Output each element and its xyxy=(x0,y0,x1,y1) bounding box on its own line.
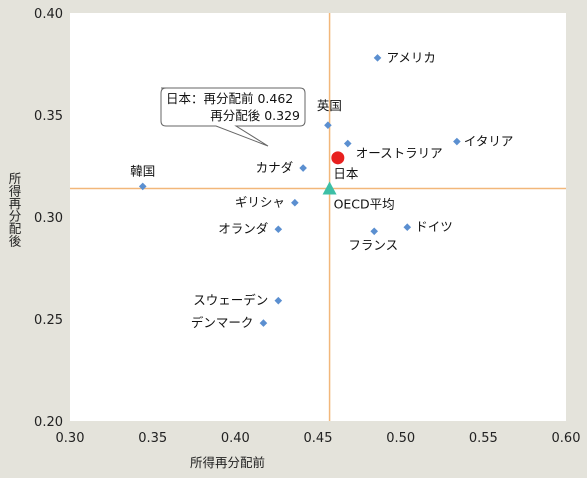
plot-area xyxy=(70,13,566,421)
oecd-average-label: OECD平均 xyxy=(334,196,395,211)
point-label: オーストラリア xyxy=(356,146,443,161)
x-tick-label: 0.30 xyxy=(56,431,85,446)
x-tick-label: 0.35 xyxy=(138,431,167,446)
data-point xyxy=(138,182,147,191)
point-label: ドイツ xyxy=(415,219,453,234)
data-point xyxy=(453,137,461,146)
y-tick-label: 0.25 xyxy=(34,313,63,328)
data-point xyxy=(274,225,283,234)
x-tick-label: 0.45 xyxy=(304,431,333,446)
x-tick-label: 0.50 xyxy=(386,431,415,446)
data-point xyxy=(343,139,352,148)
x-tick-label: 0.40 xyxy=(221,431,250,446)
callout-line-1: 日本：再分配前 0.462 xyxy=(166,91,293,106)
y-tick-label: 0.20 xyxy=(34,415,63,430)
point-label: フランス xyxy=(348,237,398,252)
x-tick-label: 0.60 xyxy=(552,431,581,446)
data-point xyxy=(370,227,379,236)
point-label: 韓国 xyxy=(130,163,155,178)
data-point xyxy=(324,121,332,129)
y-tick-label: 0.30 xyxy=(34,211,63,226)
x-tick-label: 0.55 xyxy=(469,431,498,446)
y-axis-title: 所得再分配後 xyxy=(7,172,22,247)
point-label: イタリア xyxy=(464,134,514,149)
data-point xyxy=(291,198,299,207)
point-label: カナダ xyxy=(256,160,294,175)
point-label: ギリシャ xyxy=(235,195,285,210)
japan-callout: 日本：再分配前 0.462 再分配後 0.329 xyxy=(160,87,306,147)
x-axis-title: 所得再分配前 xyxy=(190,455,265,470)
point-label: 英国 xyxy=(317,98,342,113)
japan-marker xyxy=(331,151,345,165)
y-tick-label: 0.35 xyxy=(34,109,63,124)
callout-line-2: 再分配後 0.329 xyxy=(210,108,300,123)
point-label: オランダ xyxy=(218,221,268,236)
data-point xyxy=(373,54,382,62)
point-label: アメリカ xyxy=(387,50,436,65)
data-point xyxy=(299,164,307,172)
point-label: デンマーク xyxy=(191,315,254,330)
data-point xyxy=(274,296,283,305)
point-label: スウェーデン xyxy=(193,293,268,308)
japan-label: 日本 xyxy=(333,166,359,181)
data-point xyxy=(403,223,412,231)
oecd-average-marker xyxy=(322,181,337,195)
y-tick-label: 0.40 xyxy=(34,7,63,22)
data-point xyxy=(259,319,268,327)
